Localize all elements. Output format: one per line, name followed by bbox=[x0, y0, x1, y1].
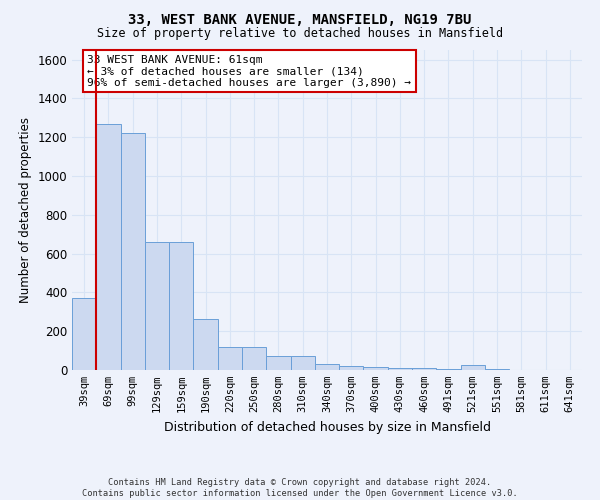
Bar bbox=[169, 242, 193, 370]
Bar bbox=[290, 356, 315, 370]
Text: 33, WEST BANK AVENUE, MANSFIELD, NG19 7BU: 33, WEST BANK AVENUE, MANSFIELD, NG19 7B… bbox=[128, 12, 472, 26]
Y-axis label: Number of detached properties: Number of detached properties bbox=[19, 117, 32, 303]
Bar bbox=[461, 365, 485, 370]
Text: Size of property relative to detached houses in Mansfield: Size of property relative to detached ho… bbox=[97, 28, 503, 40]
Bar bbox=[193, 318, 218, 370]
Text: 33 WEST BANK AVENUE: 61sqm
← 3% of detached houses are smaller (134)
96% of semi: 33 WEST BANK AVENUE: 61sqm ← 3% of detac… bbox=[88, 55, 412, 88]
Bar bbox=[96, 124, 121, 370]
X-axis label: Distribution of detached houses by size in Mansfield: Distribution of detached houses by size … bbox=[163, 420, 491, 434]
Bar bbox=[364, 367, 388, 370]
Bar bbox=[218, 346, 242, 370]
Text: Contains HM Land Registry data © Crown copyright and database right 2024.
Contai: Contains HM Land Registry data © Crown c… bbox=[82, 478, 518, 498]
Bar bbox=[266, 356, 290, 370]
Bar bbox=[412, 368, 436, 370]
Bar bbox=[242, 346, 266, 370]
Bar bbox=[145, 242, 169, 370]
Bar bbox=[121, 134, 145, 370]
Bar bbox=[315, 364, 339, 370]
Bar bbox=[388, 368, 412, 370]
Bar bbox=[339, 366, 364, 370]
Bar bbox=[485, 369, 509, 370]
Bar bbox=[72, 298, 96, 370]
Bar bbox=[436, 369, 461, 370]
